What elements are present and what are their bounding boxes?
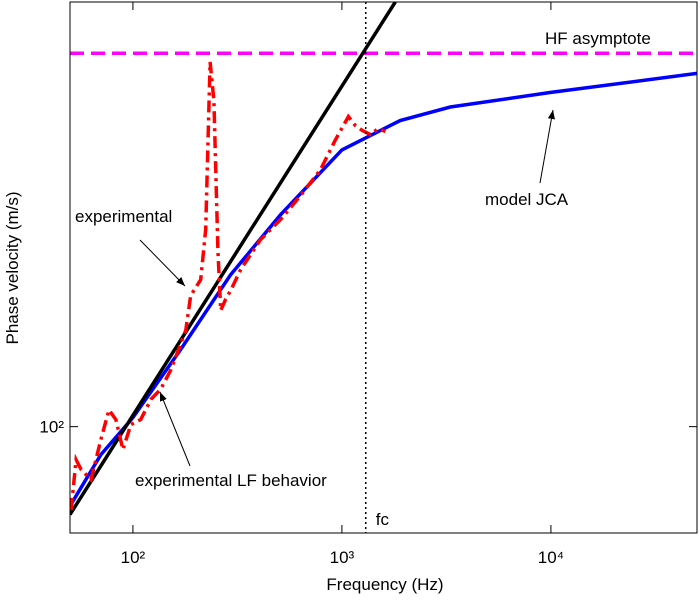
plot-area [70, 2, 697, 533]
fc-label: fc [376, 510, 390, 529]
annotation: HF asymptote [545, 29, 651, 48]
axes-box [69, 1, 698, 534]
annotation-arrow [159, 391, 191, 467]
annotations: fc HF asymptote experimental model JCA exper… [75, 29, 651, 529]
axes-ticks: 10² 10³ 10⁴ 10² [39, 2, 697, 567]
series-line [70, 61, 387, 511]
x-tick-label: 10³ [330, 548, 355, 567]
annotation: model JCA [485, 190, 569, 209]
y-tick-label: 10² [39, 418, 64, 437]
x-axis-label: Frequency (Hz) [326, 575, 443, 594]
plot-marks [70, 2, 697, 533]
x-tick-label: 10⁴ [538, 548, 564, 567]
annotation-arrow [139, 239, 186, 287]
annotation: experimental [75, 207, 172, 226]
annotation: experimental LF behavior [135, 471, 327, 490]
series-line [70, 2, 397, 516]
y-axis-label: Phase velocity (m/s) [3, 191, 22, 344]
x-tick-label: 10² [121, 548, 146, 567]
annotation-arrow [539, 109, 555, 184]
